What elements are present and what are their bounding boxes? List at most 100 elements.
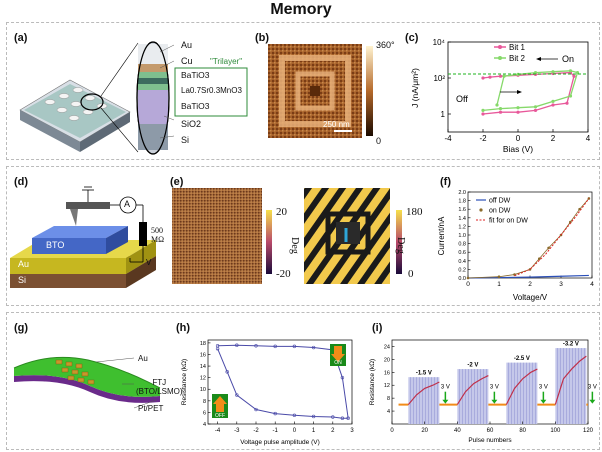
row-3 bbox=[6, 312, 600, 450]
chart-f-xlabel: Voltage/V bbox=[513, 293, 548, 302]
chart-i-xlabel: Pulse numbers bbox=[468, 437, 512, 444]
layer-ptpet-label: Pt/PET bbox=[138, 404, 164, 413]
c-ytick-label: 10² bbox=[433, 74, 445, 83]
h-xtick-label: 2 bbox=[331, 428, 335, 434]
legend-fit: fit for on DW bbox=[489, 218, 528, 225]
legend-c: Bit 1 Bit 2 bbox=[494, 43, 526, 63]
colorbar-e-right-max: 180 bbox=[406, 206, 423, 218]
f-ytick-label: 1.0 bbox=[458, 233, 466, 239]
series-2 bbox=[505, 368, 538, 405]
layer-bto-bottom-label: BaTiO3 bbox=[181, 101, 210, 111]
i-ytick-label: 4 bbox=[387, 409, 390, 415]
annotation-on: On bbox=[562, 54, 574, 64]
substrate-side-left bbox=[20, 110, 80, 152]
h-point bbox=[292, 344, 297, 349]
colorbar-b-min: 0 bbox=[376, 136, 382, 146]
c-point bbox=[516, 110, 520, 114]
panel-e-images bbox=[172, 188, 402, 284]
h-point bbox=[225, 370, 229, 374]
pfm-amplitude-image bbox=[172, 188, 262, 284]
f-point bbox=[466, 276, 470, 280]
f-point bbox=[547, 246, 550, 250]
substrate-side-right bbox=[80, 112, 130, 152]
c-ytick-label: 10⁴ bbox=[433, 38, 446, 47]
f-ytick-label: 1.4 bbox=[458, 216, 466, 222]
panel-d-setup bbox=[10, 186, 156, 288]
panel-g-label: (g) bbox=[14, 322, 29, 334]
i-reset-arrowhead bbox=[442, 399, 449, 404]
h-ytick-label: 6 bbox=[203, 410, 206, 416]
i-reset-label: 3 V bbox=[588, 384, 597, 390]
ftj-layer bbox=[14, 357, 160, 397]
i-xtick-label: 0 bbox=[390, 428, 394, 434]
legend-off-dw: off DW bbox=[489, 198, 511, 205]
layer-lsmo-label: La0.7Sr0.3MnO3 bbox=[181, 86, 242, 95]
c-ytick-label: 1 bbox=[441, 110, 446, 119]
colorbar-e-left bbox=[266, 210, 272, 274]
scalebar-label: 250 nm bbox=[323, 120, 350, 129]
c-point bbox=[498, 74, 503, 78]
h-point bbox=[273, 344, 277, 349]
layer-bto-top-label: BaTiO3 bbox=[181, 70, 210, 80]
f-xtick-label: 4 bbox=[590, 281, 594, 288]
h-xtick-label: 0 bbox=[293, 428, 297, 434]
colorbar-e-left-unit: Deg bbox=[288, 237, 300, 254]
c-point bbox=[551, 99, 555, 103]
layer-sio2-label: SiO2 bbox=[181, 119, 202, 129]
i-reset-arrowhead bbox=[589, 399, 596, 404]
c-point bbox=[575, 71, 580, 75]
c-xtick-label: 0 bbox=[516, 134, 521, 143]
h-xtick-label: 1 bbox=[312, 428, 316, 434]
i-ytick-label: 24 bbox=[384, 344, 390, 350]
annotation-off: Off bbox=[456, 94, 468, 104]
h-point bbox=[215, 346, 220, 351]
c-point bbox=[495, 103, 499, 107]
si-label-d: Si bbox=[18, 275, 27, 285]
au-label-d: Au bbox=[18, 259, 30, 269]
i-xtick-label: 20 bbox=[421, 428, 428, 434]
series-0 bbox=[407, 381, 440, 406]
colorbar-e-right-unit: Deg bbox=[394, 237, 406, 254]
chart-h-ylabel: Resistance (kΩ) bbox=[181, 359, 188, 405]
h-ytick-label: 10 bbox=[200, 387, 206, 393]
au-pads bbox=[44, 87, 108, 121]
f-point bbox=[497, 275, 501, 279]
f-ytick-label: 1.8 bbox=[458, 199, 466, 205]
h-xtick-label: 3 bbox=[350, 428, 354, 434]
h-ytick-label: 8 bbox=[203, 399, 206, 405]
chart-f-ylabel: Current/nA bbox=[437, 216, 446, 255]
panel-g-device bbox=[13, 356, 161, 409]
f-ytick-label: 2.0 bbox=[458, 190, 466, 196]
i-ytick-label: 12 bbox=[384, 383, 390, 389]
trilayer-box bbox=[174, 67, 248, 117]
i-xtick-label: 100 bbox=[550, 428, 561, 434]
si-block bbox=[10, 274, 126, 288]
f-ytick-label: 0.4 bbox=[458, 259, 466, 265]
colorbar-e-right-min: 0 bbox=[408, 268, 414, 280]
c-point bbox=[488, 75, 492, 79]
i-ytick-label: 20 bbox=[384, 357, 390, 363]
voltage-label: V bbox=[146, 258, 152, 267]
legend-on-dw: on DW bbox=[489, 208, 511, 215]
i-ytick-label: 8 bbox=[387, 396, 390, 402]
chart-f: 0 1 2 3 4 0.0 0.2 0.4 0.6 0.8 1.0 1.2 1.4 1.6 1.8 2.0 o… bbox=[437, 190, 594, 302]
c-point bbox=[498, 110, 503, 114]
trilayer-strip bbox=[24, 84, 126, 138]
c-point bbox=[572, 74, 576, 78]
f-xtick-label: 0 bbox=[466, 281, 470, 288]
f-xtick-label: 1 bbox=[497, 281, 501, 288]
c-xtick-label: -2 bbox=[479, 134, 487, 143]
au-block bbox=[10, 258, 126, 274]
bto-block bbox=[32, 238, 106, 254]
h-ytick-label: 16 bbox=[200, 352, 206, 358]
bto-label: BTO bbox=[46, 240, 65, 250]
i-xtick-label: 40 bbox=[454, 428, 461, 434]
series-on-dw bbox=[467, 198, 590, 279]
row-2 bbox=[6, 166, 600, 306]
layer-ftj-label: FTJ (BTO/LSMO) bbox=[136, 378, 183, 396]
chart-f-frame bbox=[467, 191, 593, 279]
f-ytick-label: 1.2 bbox=[458, 224, 466, 230]
off-state-icon bbox=[212, 394, 228, 418]
h-ytick-label: 4 bbox=[203, 422, 206, 428]
